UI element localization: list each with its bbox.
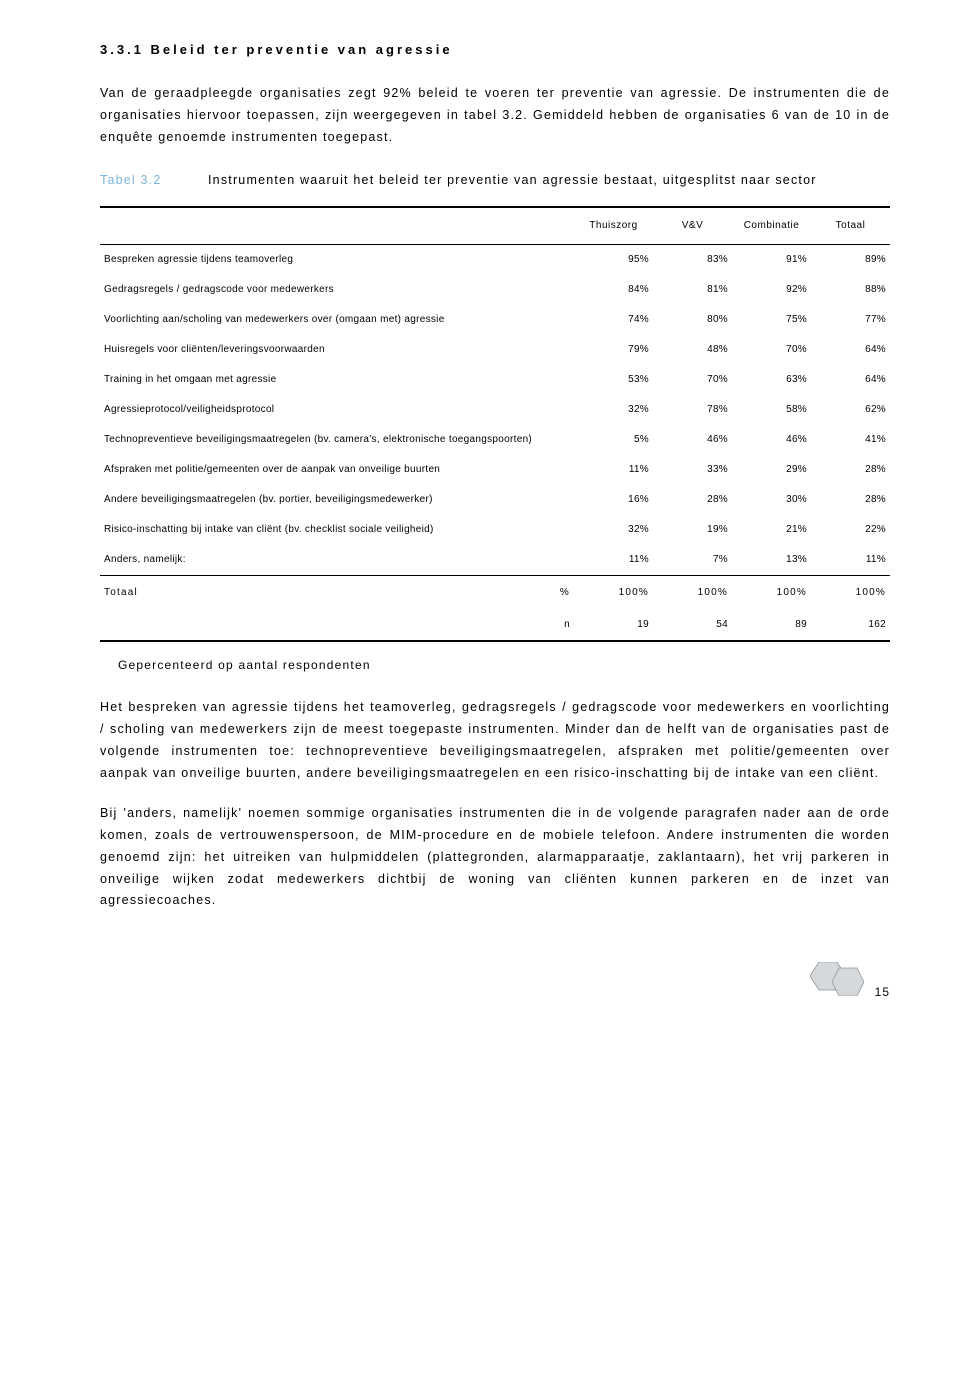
- table-row: Voorlichting aan/scholing van medewerker…: [100, 305, 890, 335]
- table-cell-value: 80%: [653, 305, 732, 335]
- table-cell-value: 29%: [732, 455, 811, 485]
- table-cell-label: Huisregels voor cliënten/leveringsvoorwa…: [100, 335, 574, 365]
- table-header: Combinatie: [732, 207, 811, 245]
- table-cell-value: 58%: [732, 395, 811, 425]
- table-cell-value: 91%: [732, 245, 811, 276]
- table-cell-value: 54: [653, 610, 732, 641]
- table-cell-value: 162: [811, 610, 890, 641]
- table-cell-value: 75%: [732, 305, 811, 335]
- table-cell-value: 11%: [574, 455, 653, 485]
- table-cell-label: Risico-inschatting bij intake van cliënt…: [100, 515, 574, 545]
- table-cell-value: 70%: [732, 335, 811, 365]
- table-cell-label: Technopreventieve beveiligingsmaatregele…: [100, 425, 574, 455]
- table-cell-label: Andere beveiligingsmaatregelen (bv. port…: [100, 485, 574, 515]
- table-cell-value: 70%: [653, 365, 732, 395]
- table-cell-unit: n: [535, 610, 575, 641]
- table-cell-value: 21%: [732, 515, 811, 545]
- table-cell-value: 100%: [653, 576, 732, 611]
- table-cell-value: 13%: [732, 545, 811, 576]
- table-cell-value: 74%: [574, 305, 653, 335]
- table-cell-unit: %: [535, 576, 575, 611]
- table-cell-value: 19: [574, 610, 653, 641]
- table-cell-value: 79%: [574, 335, 653, 365]
- table-cell-value: 63%: [732, 365, 811, 395]
- table-cell-label: Totaal: [100, 576, 535, 611]
- table-cell-value: 81%: [653, 275, 732, 305]
- table-cell-value: 77%: [811, 305, 890, 335]
- table-cell-value: 7%: [653, 545, 732, 576]
- table-cell-value: 89%: [811, 245, 890, 276]
- table-row: Gedragsregels / gedragscode voor medewer…: [100, 275, 890, 305]
- table-header: V&V: [653, 207, 732, 245]
- table-cell-value: 92%: [732, 275, 811, 305]
- table-cell-value: 64%: [811, 365, 890, 395]
- table-cell-value: 32%: [574, 515, 653, 545]
- section-heading: 3.3.1 Beleid ter preventie van agressie: [100, 40, 890, 61]
- table-row: Agressieprotocol/veiligheidsprotocol32%7…: [100, 395, 890, 425]
- table-header: [100, 207, 574, 245]
- table-cell-value: 46%: [653, 425, 732, 455]
- table-cell-value: 5%: [574, 425, 653, 455]
- intro-paragraph: Van de geraadpleegde organisaties zegt 9…: [100, 83, 890, 149]
- table-cell-label: Gedragsregels / gedragscode voor medewer…: [100, 275, 574, 305]
- table-row: Afspraken met politie/gemeenten over de …: [100, 455, 890, 485]
- table-cell-value: 88%: [811, 275, 890, 305]
- body-paragraph: Het bespreken van agressie tijdens het t…: [100, 697, 890, 785]
- table-cell-value: 100%: [732, 576, 811, 611]
- table-cell-label: Agressieprotocol/veiligheidsprotocol: [100, 395, 574, 425]
- table-cell-label: Voorlichting aan/scholing van medewerker…: [100, 305, 574, 335]
- table-cell-value: 16%: [574, 485, 653, 515]
- table-total-row: Totaal%100%100%100%100%: [100, 576, 890, 611]
- table-cell-value: 95%: [574, 245, 653, 276]
- table-caption-label: Tabel 3.2: [100, 170, 208, 192]
- data-table: Thuiszorg V&V Combinatie Totaal Bespreke…: [100, 206, 890, 642]
- table-cell-value: 11%: [574, 545, 653, 576]
- page-footer: 15: [100, 962, 890, 1002]
- table-row: Training in het omgaan met agressie53%70…: [100, 365, 890, 395]
- table-cell-label: Training in het omgaan met agressie: [100, 365, 574, 395]
- table-cell-label: Afspraken met politie/gemeenten over de …: [100, 455, 574, 485]
- table-cell-value: 64%: [811, 335, 890, 365]
- table-cell-value: 30%: [732, 485, 811, 515]
- table-cell-value: 100%: [574, 576, 653, 611]
- table-cell-value: 19%: [653, 515, 732, 545]
- table-cell-value: 84%: [574, 275, 653, 305]
- respondents-note: Gepercenteerd op aantal respondenten: [118, 656, 890, 675]
- table-cell-value: 46%: [732, 425, 811, 455]
- hexagon-decoration-icon: [810, 962, 864, 996]
- table-row: Technopreventieve beveiligingsmaatregele…: [100, 425, 890, 455]
- table-cell-value: 89: [732, 610, 811, 641]
- table-cell-value: 78%: [653, 395, 732, 425]
- table-cell-label: Anders, namelijk:: [100, 545, 574, 576]
- table-cell-value: 53%: [574, 365, 653, 395]
- table-cell-value: 100%: [811, 576, 890, 611]
- table-cell-value: 33%: [653, 455, 732, 485]
- table-row: Risico-inschatting bij intake van cliënt…: [100, 515, 890, 545]
- table-cell-label: Bespreken agressie tijdens teamoverleg: [100, 245, 574, 276]
- table-cell-value: 48%: [653, 335, 732, 365]
- table-caption-text: Instrumenten waaruit het beleid ter prev…: [208, 170, 890, 192]
- table-row: Andere beveiligingsmaatregelen (bv. port…: [100, 485, 890, 515]
- table-cell-value: 28%: [653, 485, 732, 515]
- table-header-row: Thuiszorg V&V Combinatie Totaal: [100, 207, 890, 245]
- table-cell-value: 62%: [811, 395, 890, 425]
- table-header: Totaal: [811, 207, 890, 245]
- table-cell-value: 83%: [653, 245, 732, 276]
- table-cell-value: 32%: [574, 395, 653, 425]
- table-caption: Tabel 3.2 Instrumenten waaruit het belei…: [100, 170, 890, 192]
- table-cell-label: [100, 610, 535, 641]
- table-row: Huisregels voor cliënten/leveringsvoorwa…: [100, 335, 890, 365]
- table-row: Anders, namelijk:11%7%13%11%: [100, 545, 890, 576]
- table-n-row: n195489162: [100, 610, 890, 641]
- body-paragraph: Bij 'anders, namelijk' noemen sommige or…: [100, 803, 890, 912]
- table-header: Thuiszorg: [574, 207, 653, 245]
- table-cell-value: 11%: [811, 545, 890, 576]
- table-cell-value: 41%: [811, 425, 890, 455]
- table-cell-value: 22%: [811, 515, 890, 545]
- table-row: Bespreken agressie tijdens teamoverleg95…: [100, 245, 890, 276]
- page-number: 15: [875, 983, 890, 1002]
- table-cell-value: 28%: [811, 485, 890, 515]
- table-cell-value: 28%: [811, 455, 890, 485]
